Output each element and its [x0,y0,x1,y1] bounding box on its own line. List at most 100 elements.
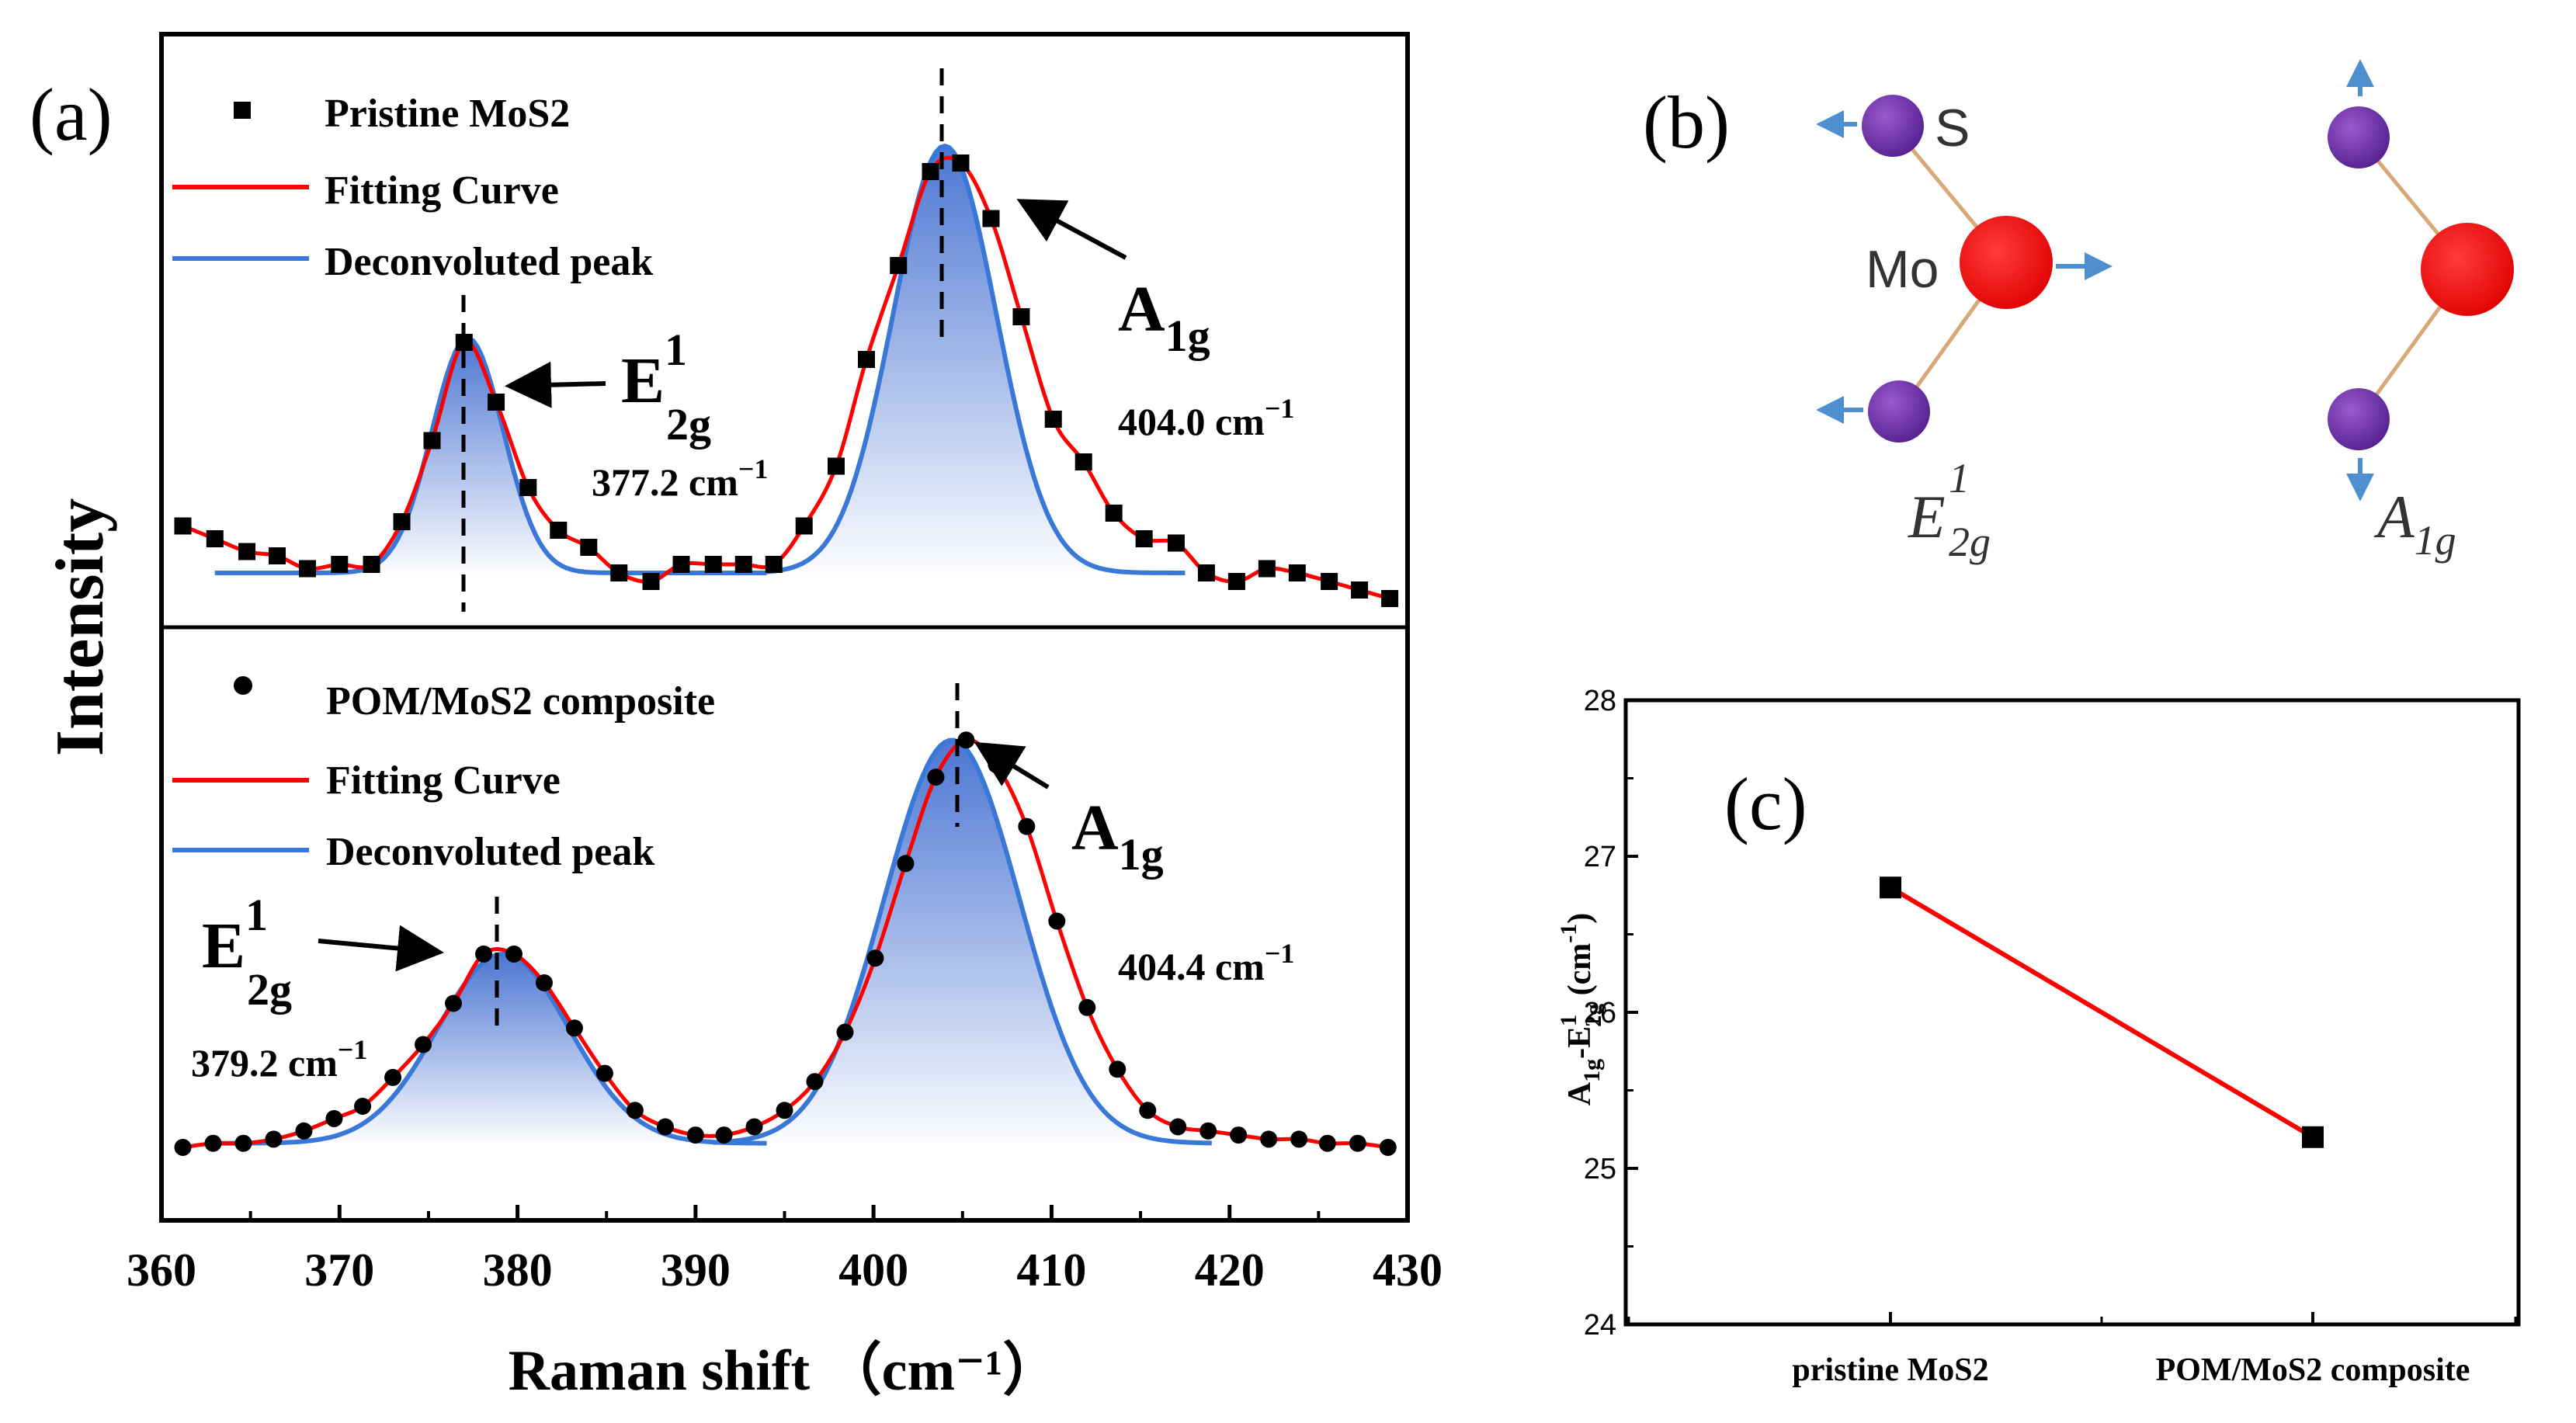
data-point [423,432,441,449]
bottom-a1g-label: A1g [1071,792,1164,880]
data-point [295,1122,313,1140]
data-point [1135,530,1153,547]
data-point [1351,581,1369,599]
x-category-label: POM/MoS2 composite [2156,1352,2470,1388]
panel-c-plot [1880,876,2324,1148]
data-point [715,1126,733,1144]
data-point [393,513,411,530]
data-point [952,154,970,172]
x-tick-label: 390 [661,1244,731,1296]
data-point [565,1019,583,1037]
data-point [795,517,813,535]
legend-deconv-label-bottom: Deconvoluted peak [326,830,654,874]
data-point [363,556,380,573]
data-point [1288,564,1306,581]
data-point [1109,1060,1127,1078]
data-point [331,556,349,573]
data-point [265,1130,283,1148]
data-point [445,994,463,1012]
data-point [1078,998,1096,1016]
peak-fill-A1g [713,740,1212,1144]
data-point [174,1139,192,1156]
data-point [354,1098,372,1115]
legend-circle-marker [234,676,252,695]
sulfur-atom [2328,388,2390,450]
legend-composite-label: POM/MoS2 composite [326,679,715,724]
data-point [206,530,224,547]
molybdenum-atom [2421,223,2514,316]
data-point [174,517,192,535]
data-point [1074,453,1092,470]
data-point [890,257,908,274]
data-point [857,351,875,368]
data-point [1381,590,1399,607]
data-point [505,945,522,963]
bottom-e2g-label: E1 2g [202,890,292,1015]
data-point [1318,1134,1336,1152]
y-tick-label: 28 [1584,685,1616,717]
peak-fill-E1_2g [214,338,767,573]
a1g-mode-label: A1g [2373,483,2456,564]
data-point [238,543,256,561]
data-point [299,560,317,578]
data-point [415,1036,432,1053]
data-point [927,769,945,786]
legend-fit-label-bottom: Fitting Curve [326,758,561,803]
data-point [836,1023,854,1041]
data-point [1105,505,1123,522]
data-point [765,556,783,573]
data-point [1230,1126,1248,1144]
x-tick-label: 430 [1373,1244,1442,1296]
data-point [1169,1118,1187,1136]
mo-label: Mo [1866,240,1939,299]
data-point [806,1073,824,1091]
data-point [550,522,568,539]
top-e2g-arrow [505,361,606,408]
x-category-label: pristine MoS2 [1792,1352,1988,1388]
top-a1g-label: A1g [1118,273,1210,361]
data-point [1139,1102,1157,1119]
top-legend: Pristine MoS2 Fitting Curve Deconvoluted… [172,92,653,284]
panel-c-ylabel: A1g-E12g (cm-1) [1556,913,1606,1105]
data-point [535,974,553,991]
data-point [704,556,722,573]
data-point [580,539,598,556]
panel-label-b: (b) [1643,81,1730,164]
molybdenum-atom [1960,216,2053,309]
data-point [1227,573,1245,590]
data-point [745,1118,763,1136]
data-point [1167,534,1185,552]
data-point [626,1102,644,1119]
data-point [1260,1130,1278,1148]
data-point [1349,1134,1366,1152]
top-e2g-value: 377.2 cm−1 [592,453,768,504]
data-point [325,1109,343,1127]
data-point [686,1126,704,1144]
data-point [384,1068,402,1086]
data-point [672,556,690,573]
data-point [1012,308,1030,325]
data-point [866,949,884,967]
top-peak-fills [214,146,1186,573]
panel-b-diagram: (b) S Mo E1 2g A1g [1643,59,2514,565]
panel-label-a: (a) [30,73,113,156]
top-a1g-value: 404.0 cm−1 [1118,393,1294,443]
x-tick-label: 360 [127,1244,196,1296]
data-point [519,479,537,496]
deconvoluted-peak-A1g [766,143,1186,575]
data-point [922,163,939,180]
data-point [1290,1130,1308,1148]
data-point [1258,560,1276,578]
bottom-a1g-annotation: A1g 404.4 cm−1 [974,741,1294,988]
x-axis: 360 370 380 390 400 410 420 430 [127,1205,1442,1296]
e2g-mode-label: E1 2g [1908,455,1991,565]
data-point [1880,876,1901,899]
x-tick-label: 420 [1195,1244,1265,1296]
y-tick-label: 27 [1584,841,1616,873]
data-point [982,210,1000,227]
data-point [1199,1122,1217,1140]
panel-c-axes: 24 25 26 27 28 pristine MoS2 POM/MoS2 composit… [1584,685,2517,1388]
peak-fill-A1g [766,146,1186,573]
bottom-a1g-arrow [974,741,1050,790]
